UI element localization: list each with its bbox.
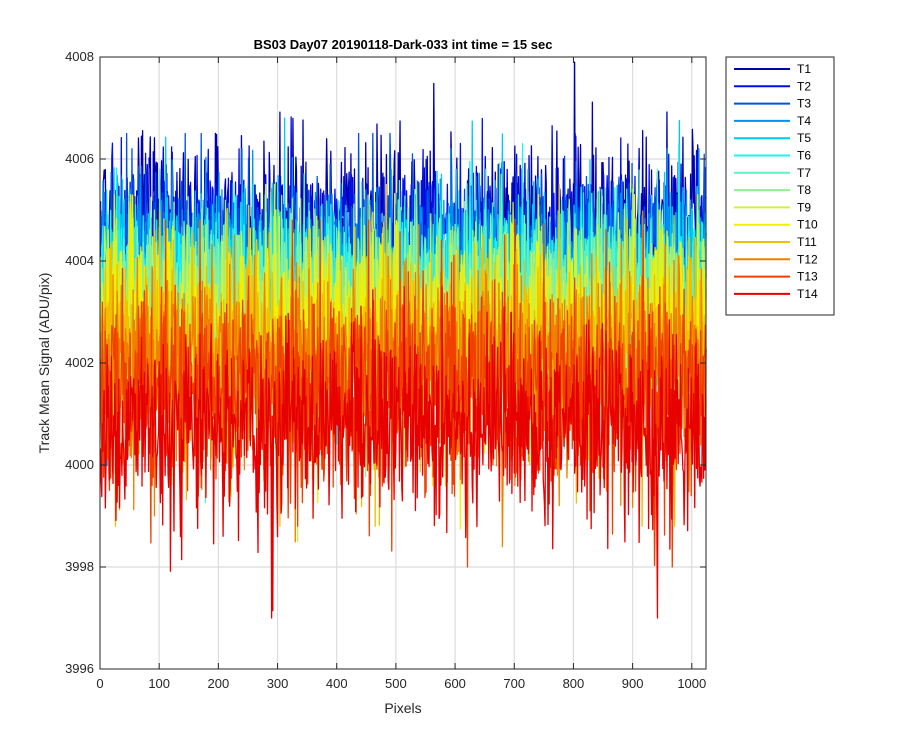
x-axis-label: Pixels bbox=[384, 700, 421, 716]
legend-label-t3: T3 bbox=[797, 97, 811, 111]
legend-label-t7: T7 bbox=[797, 166, 811, 180]
x-tick-label: 100 bbox=[148, 676, 170, 691]
series-line-t14 bbox=[99, 285, 707, 619]
x-tick-label: 200 bbox=[208, 676, 230, 691]
y-tick-label: 4004 bbox=[65, 253, 94, 268]
x-tick-label: 400 bbox=[326, 676, 348, 691]
x-tick-label: 500 bbox=[385, 676, 407, 691]
legend-label-t4: T4 bbox=[797, 114, 811, 128]
y-tick-label: 4000 bbox=[65, 457, 94, 472]
y-axis-label: Track Mean Signal (ADU/pix) bbox=[36, 273, 52, 454]
x-tick-label: 1000 bbox=[677, 676, 706, 691]
x-tick-label: 600 bbox=[444, 676, 466, 691]
y-tick-label: 4006 bbox=[65, 151, 94, 166]
x-tick-label: 900 bbox=[622, 676, 644, 691]
y-tick-label: 3998 bbox=[65, 559, 94, 574]
legend-label-t5: T5 bbox=[797, 131, 811, 145]
legend-label-t6: T6 bbox=[797, 149, 811, 163]
x-tick-label: 0 bbox=[96, 676, 103, 691]
legend: T1 T2 T3 T4 T5 T6 T7 T8 T9 T10 T11 T12 T13 T14 bbox=[725, 56, 835, 316]
legend-label-t10: T10 bbox=[797, 218, 818, 232]
legend-label-t13: T13 bbox=[797, 270, 818, 284]
legend-label-t9: T9 bbox=[797, 200, 811, 214]
legend-box bbox=[725, 56, 835, 316]
x-tick-label: 300 bbox=[267, 676, 289, 691]
x-tick-label: 800 bbox=[563, 676, 585, 691]
axis-ticks: 0 100 200 300 400 500 600 700 800 900 1000 3996 3998… bbox=[65, 49, 706, 691]
legend-label-t1: T1 bbox=[797, 62, 811, 76]
legend-label-t11: T11 bbox=[797, 235, 817, 249]
y-tick-label: 4008 bbox=[65, 49, 94, 64]
legend-label-t8: T8 bbox=[797, 183, 811, 197]
legend-label-t12: T12 bbox=[797, 252, 818, 266]
chart-title: BS03 Day07 20190118-Dark-033 int time = … bbox=[254, 37, 553, 52]
x-tick-label: 700 bbox=[503, 676, 525, 691]
legend-label-t14: T14 bbox=[797, 287, 818, 301]
legend-label-t2: T2 bbox=[797, 79, 811, 93]
y-tick-label: 3996 bbox=[65, 661, 94, 676]
y-tick-label: 4002 bbox=[65, 355, 94, 370]
series-lines bbox=[99, 61, 707, 619]
